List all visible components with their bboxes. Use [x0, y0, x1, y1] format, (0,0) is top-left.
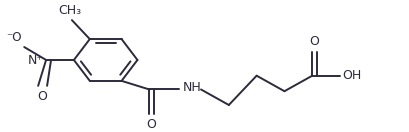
Text: N⁺: N⁺ [28, 54, 44, 67]
Text: O: O [308, 35, 319, 48]
Text: ⁻O: ⁻O [6, 31, 21, 44]
Text: OH: OH [341, 69, 360, 82]
Text: O: O [146, 118, 156, 131]
Text: CH₃: CH₃ [58, 4, 81, 17]
Text: NH: NH [183, 81, 201, 94]
Text: O: O [37, 90, 47, 103]
